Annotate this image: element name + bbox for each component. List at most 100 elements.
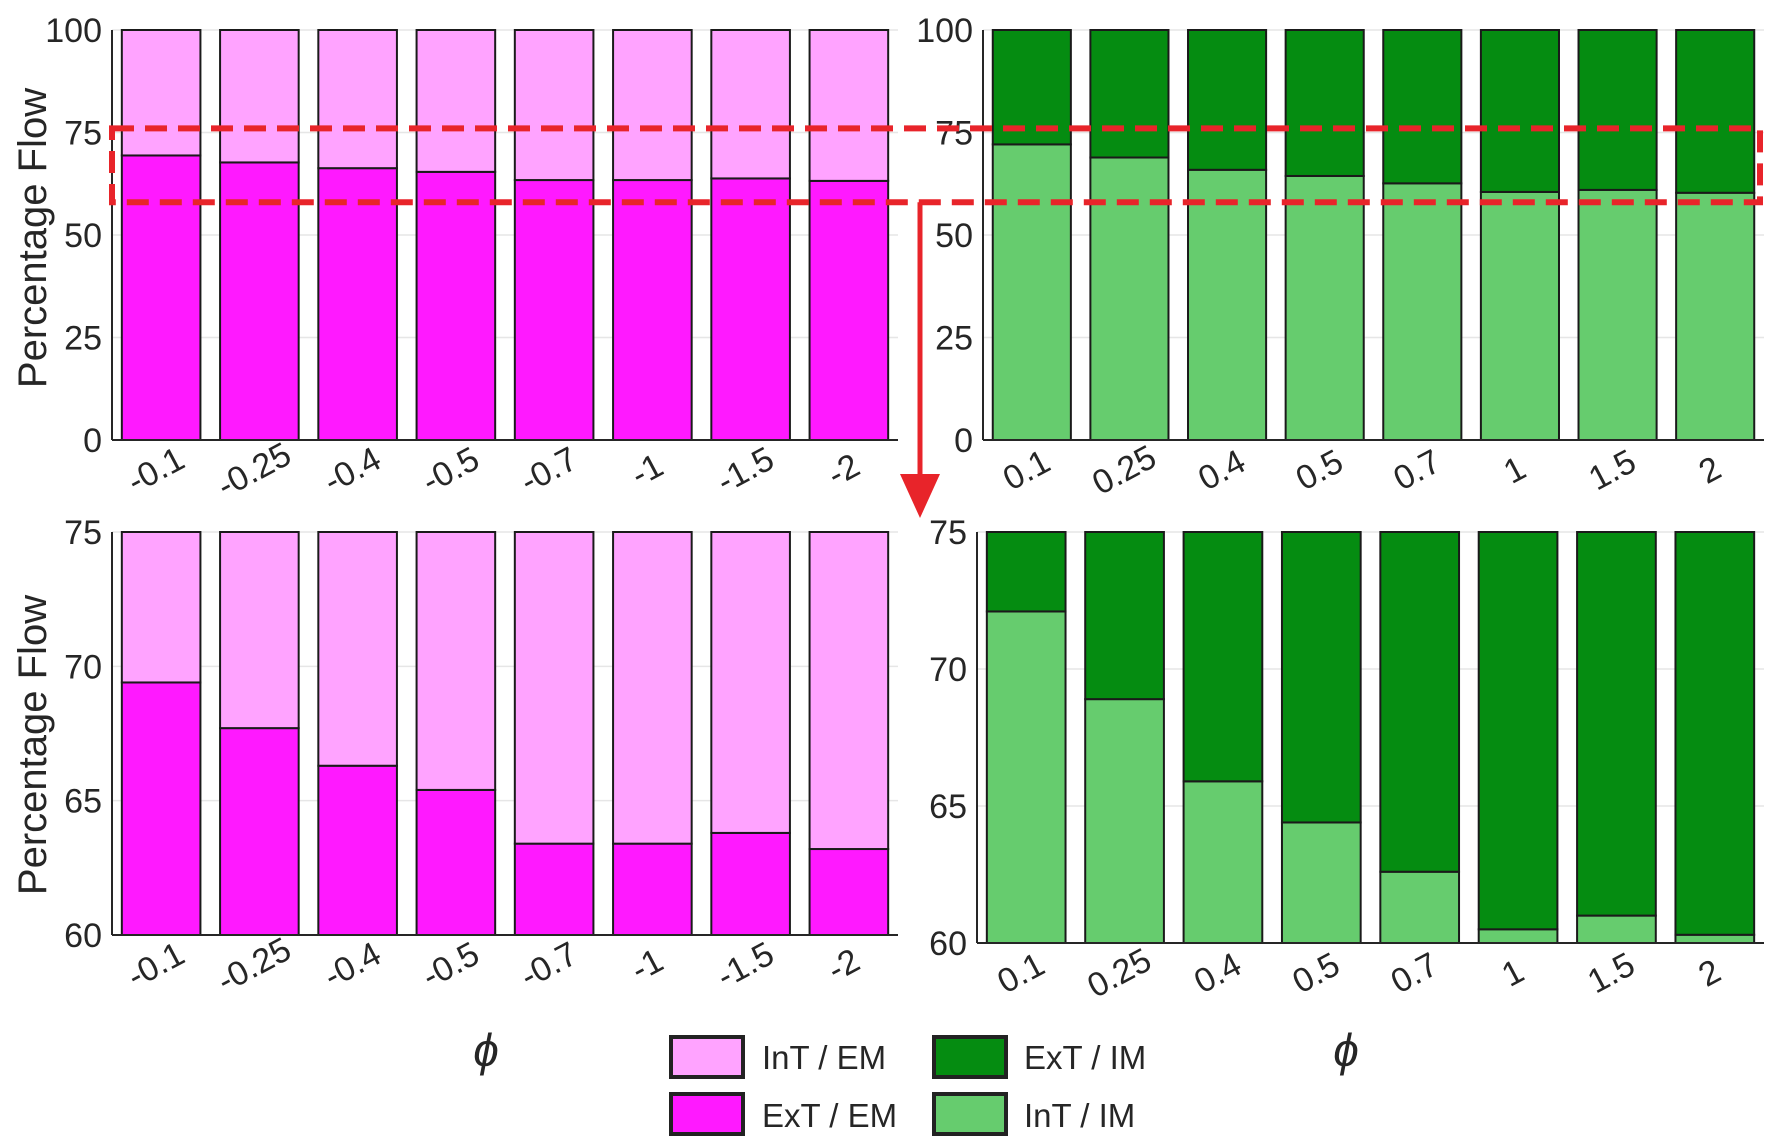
x-tick-label: 0.25 <box>1086 438 1162 503</box>
x-tick-label: -0.5 <box>416 440 486 501</box>
x-tick-label: -0.25 <box>211 930 297 1000</box>
y-tick-label: 100 <box>916 12 973 50</box>
x-tick-label: -1.5 <box>711 440 781 501</box>
legend-item-ext-im: ExT / IM <box>932 1035 1146 1079</box>
x-tick-label: -0.7 <box>514 440 584 501</box>
legend-item-ext-em: ExT / EM <box>669 1092 897 1136</box>
y-tick-label: 60 <box>64 917 102 955</box>
bar-segment <box>1674 933 1756 945</box>
bar-segment <box>1577 29 1658 191</box>
x-tick-label: 1 <box>1496 952 1531 994</box>
bar-segment <box>219 727 300 936</box>
bottom-left-xlabel: ϕ <box>473 1024 499 1076</box>
zoom-annotation <box>109 125 1763 518</box>
legend-swatch-ext-im <box>932 1035 1008 1079</box>
x-tick-label: -0.5 <box>416 935 486 996</box>
bar-segment <box>1379 870 1461 945</box>
bar-segment <box>1382 182 1463 441</box>
bar-segment <box>1182 780 1264 945</box>
y-tick-label: 25 <box>935 320 973 358</box>
bar-segment <box>1187 29 1268 171</box>
bar-segment <box>985 610 1067 945</box>
bottom-right-chart: 60 65 70 75 0.1 0.25 0.4 0.5 0.7 1 1.5 2 <box>929 514 1764 1006</box>
bar-segment <box>219 161 300 441</box>
bar-segment <box>612 531 693 845</box>
bar-segment <box>120 29 202 157</box>
bar-segment <box>612 179 693 441</box>
bar-segment <box>1084 698 1165 945</box>
bottom-left-chart: 60 65 70 75 -0.1 -0.25 -0.4 -0.5 -0.7 -1 -1.5 -2 <box>64 514 898 1000</box>
x-tick-label: -0.4 <box>318 935 388 996</box>
x-tick-label: 1.5 <box>1581 945 1641 1001</box>
x-tick-label: -1 <box>625 941 670 989</box>
bar-segment <box>513 842 595 936</box>
bar-segment <box>808 531 890 851</box>
zoom-highlight-box <box>109 125 1763 206</box>
y-tick-label: 75 <box>935 115 973 153</box>
bar-segment <box>415 29 497 173</box>
top-left-ylabel: Percentage Flow <box>11 88 55 388</box>
bar-segment <box>808 179 890 441</box>
bar-segment <box>1577 188 1658 441</box>
bar-segment <box>1280 821 1362 944</box>
bar-segment <box>1379 531 1461 873</box>
legend-swatch-int-im <box>932 1092 1008 1136</box>
y-tick-label: 50 <box>64 217 102 255</box>
bar-segment <box>1675 191 1756 441</box>
bar-segment <box>317 167 398 441</box>
bar-segment <box>415 531 497 791</box>
legend-item-int-em: InT / EM <box>669 1035 886 1079</box>
bottom-right-xlabel: ϕ <box>1333 1024 1359 1076</box>
x-tick-label: -0.25 <box>211 435 297 505</box>
bar-segment <box>513 531 595 845</box>
bar-segment <box>1284 29 1365 177</box>
bar-segment <box>991 29 1072 146</box>
y-tick-label: 75 <box>64 514 102 552</box>
bar-segment <box>1280 531 1362 824</box>
x-tick-label: 0.1 <box>997 442 1057 498</box>
y-tick-label: 70 <box>64 648 102 686</box>
x-tick-label: 0.4 <box>1188 945 1248 1001</box>
bar-segment <box>1477 531 1559 931</box>
bar-segment <box>1187 168 1268 441</box>
bar-segment <box>1576 914 1657 944</box>
zoom-arrow-head <box>900 474 940 518</box>
x-tick-label: -0.1 <box>121 440 191 501</box>
y-tick-label: 60 <box>929 925 967 963</box>
legend-swatch-int-em <box>669 1035 745 1079</box>
bar-segment <box>1479 190 1560 441</box>
legend-label-ext-em: ExT / EM <box>762 1097 897 1134</box>
bar-segment <box>120 681 202 936</box>
bar-segment <box>808 29 890 182</box>
bar-segment <box>1477 928 1559 944</box>
legend-label-int-em: InT / EM <box>762 1039 886 1076</box>
legend-label-ext-im: ExT / IM <box>1024 1039 1146 1076</box>
x-tick-label: -1.5 <box>711 935 781 996</box>
bar-segment <box>1084 531 1165 701</box>
bar-segment <box>1674 531 1756 936</box>
x-tick-label: 0.7 <box>1385 945 1445 1001</box>
x-tick-label: 0.4 <box>1192 442 1252 498</box>
bar-segment <box>710 831 791 937</box>
bar-segment <box>415 170 497 442</box>
bar-segment <box>513 179 595 441</box>
x-tick-label: 0.5 <box>1286 945 1346 1001</box>
bar-segment <box>317 531 398 767</box>
x-tick-label: -0.4 <box>318 440 388 501</box>
y-tick-label: 65 <box>64 783 102 821</box>
bar-segment <box>1576 531 1657 917</box>
legend-item-int-im: InT / IM <box>932 1092 1135 1136</box>
legend: InT / EM ExT / EM ExT / IM InT / IM <box>669 1035 1146 1136</box>
y-tick-label: 100 <box>45 12 102 50</box>
x-tick-label: 0.1 <box>991 945 1051 1001</box>
bar-segment <box>1089 29 1170 159</box>
bottom-left-ylabel: Percentage Flow <box>11 595 55 895</box>
bar-segment <box>1182 531 1264 783</box>
x-tick-label: -0.1 <box>121 935 191 996</box>
y-tick-label: 0 <box>954 422 973 460</box>
bar-segment <box>317 764 398 936</box>
y-tick-label: 0 <box>83 422 102 460</box>
top-right-chart: 0 25 50 75 100 0.1 0.25 0.4 0.5 0.7 1 1.5 2 <box>916 12 1764 503</box>
x-tick-label: 0.5 <box>1290 442 1350 498</box>
